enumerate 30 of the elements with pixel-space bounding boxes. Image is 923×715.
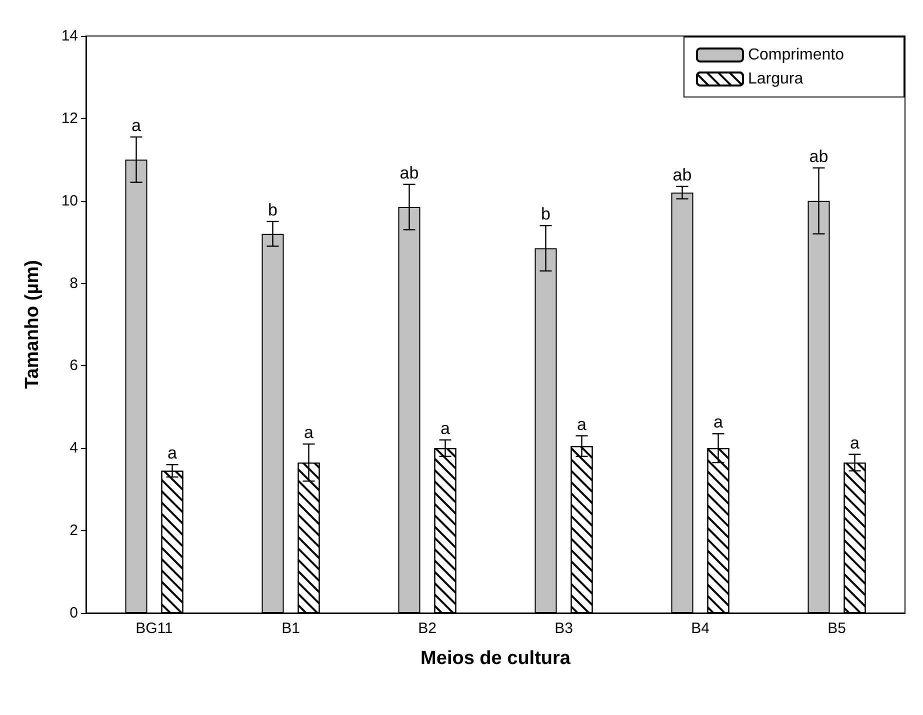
x-tick-label: B2: [418, 620, 436, 637]
data-label: a: [577, 414, 588, 434]
x-tick-label: B4: [691, 620, 710, 637]
data-label: b: [541, 204, 550, 224]
y-tick-label: 12: [61, 110, 78, 127]
y-axis-title: Tamanho (µm): [22, 260, 43, 389]
data-label: ab: [672, 165, 692, 184]
data-label: ab: [809, 146, 828, 166]
legend-label: Largura: [748, 70, 804, 88]
data-label: a: [168, 444, 178, 463]
data-label: a: [132, 116, 142, 135]
y-tick-label: 8: [70, 274, 78, 292]
data-label: a: [850, 433, 860, 452]
y-tick-label: 4: [70, 440, 78, 457]
data-label: ab: [400, 163, 419, 182]
data-label: a: [304, 423, 314, 442]
x-tick-label: B5: [828, 620, 846, 637]
y-tick-label: 10: [61, 192, 78, 210]
data-label: b: [268, 200, 278, 220]
y-tick-label: 2: [70, 522, 78, 540]
x-tick-label: B1: [282, 620, 300, 637]
x-tick-label: BG11: [136, 620, 173, 637]
x-axis-title: Meios de cultura: [420, 648, 571, 669]
legend-label: Comprimento: [748, 46, 844, 64]
y-tick-label: 0: [70, 604, 78, 622]
data-label: a: [440, 418, 451, 438]
y-tick-label: 14: [61, 28, 78, 44]
x-tick-label: B3: [554, 620, 573, 637]
data-label: a: [714, 412, 724, 432]
y-tick-label: 6: [70, 357, 78, 374]
